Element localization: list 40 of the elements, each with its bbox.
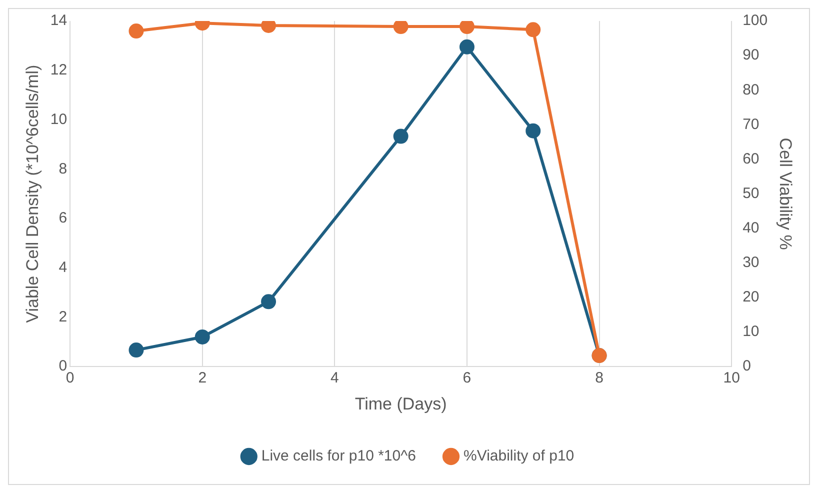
y2-tick-label: 70	[742, 116, 760, 133]
x-tick-label: 4	[330, 370, 339, 387]
y2-tick-label: 80	[742, 81, 760, 98]
y-tick-label: 2	[58, 308, 68, 326]
y2-axis-title: Cell Viability %	[776, 138, 796, 250]
y2-tick-label: 100	[742, 12, 768, 30]
y2-tick-label: 50	[742, 184, 760, 202]
point	[261, 21, 276, 33]
point	[526, 22, 541, 38]
y2-tick-label: 90	[742, 46, 760, 64]
y-axis-title: Viable Cell Density (*10^6cells/ml)	[22, 64, 42, 323]
point	[128, 342, 144, 358]
point	[194, 329, 210, 344]
point	[393, 128, 408, 144]
x-tick-label: 6	[462, 370, 472, 387]
x-tick-label: 10	[723, 370, 740, 387]
y2-tick-label: 60	[742, 150, 760, 168]
point	[128, 24, 144, 39]
y-tick-label: 12	[50, 62, 68, 79]
y-tick-label: 10	[50, 110, 68, 128]
y2-tick-label: 0	[742, 358, 751, 375]
point	[393, 21, 408, 34]
legend-label: Live cells for p10 *10^6	[261, 448, 416, 465]
point	[459, 39, 474, 54]
x-tick-label: 8	[595, 370, 604, 387]
y2-tick-label: 30	[742, 254, 760, 272]
y-tick-label: 4	[58, 259, 68, 276]
y-tick-label: 6	[58, 210, 68, 227]
x-axis-title: Time (Days)	[354, 394, 447, 414]
x-tick-label: 2	[198, 370, 207, 387]
y-tick-label: 0	[58, 358, 68, 375]
legend-label: %Viability of p10	[464, 448, 574, 465]
y2-tick-label: 10	[742, 323, 760, 340]
y-tick-label: 14	[50, 12, 68, 30]
point	[526, 123, 541, 138]
y2-tick-label: 20	[742, 288, 760, 306]
point	[261, 294, 276, 310]
y2-tick-label: 40	[742, 220, 760, 236]
y-tick-label: 8	[58, 160, 68, 178]
point	[459, 21, 474, 34]
